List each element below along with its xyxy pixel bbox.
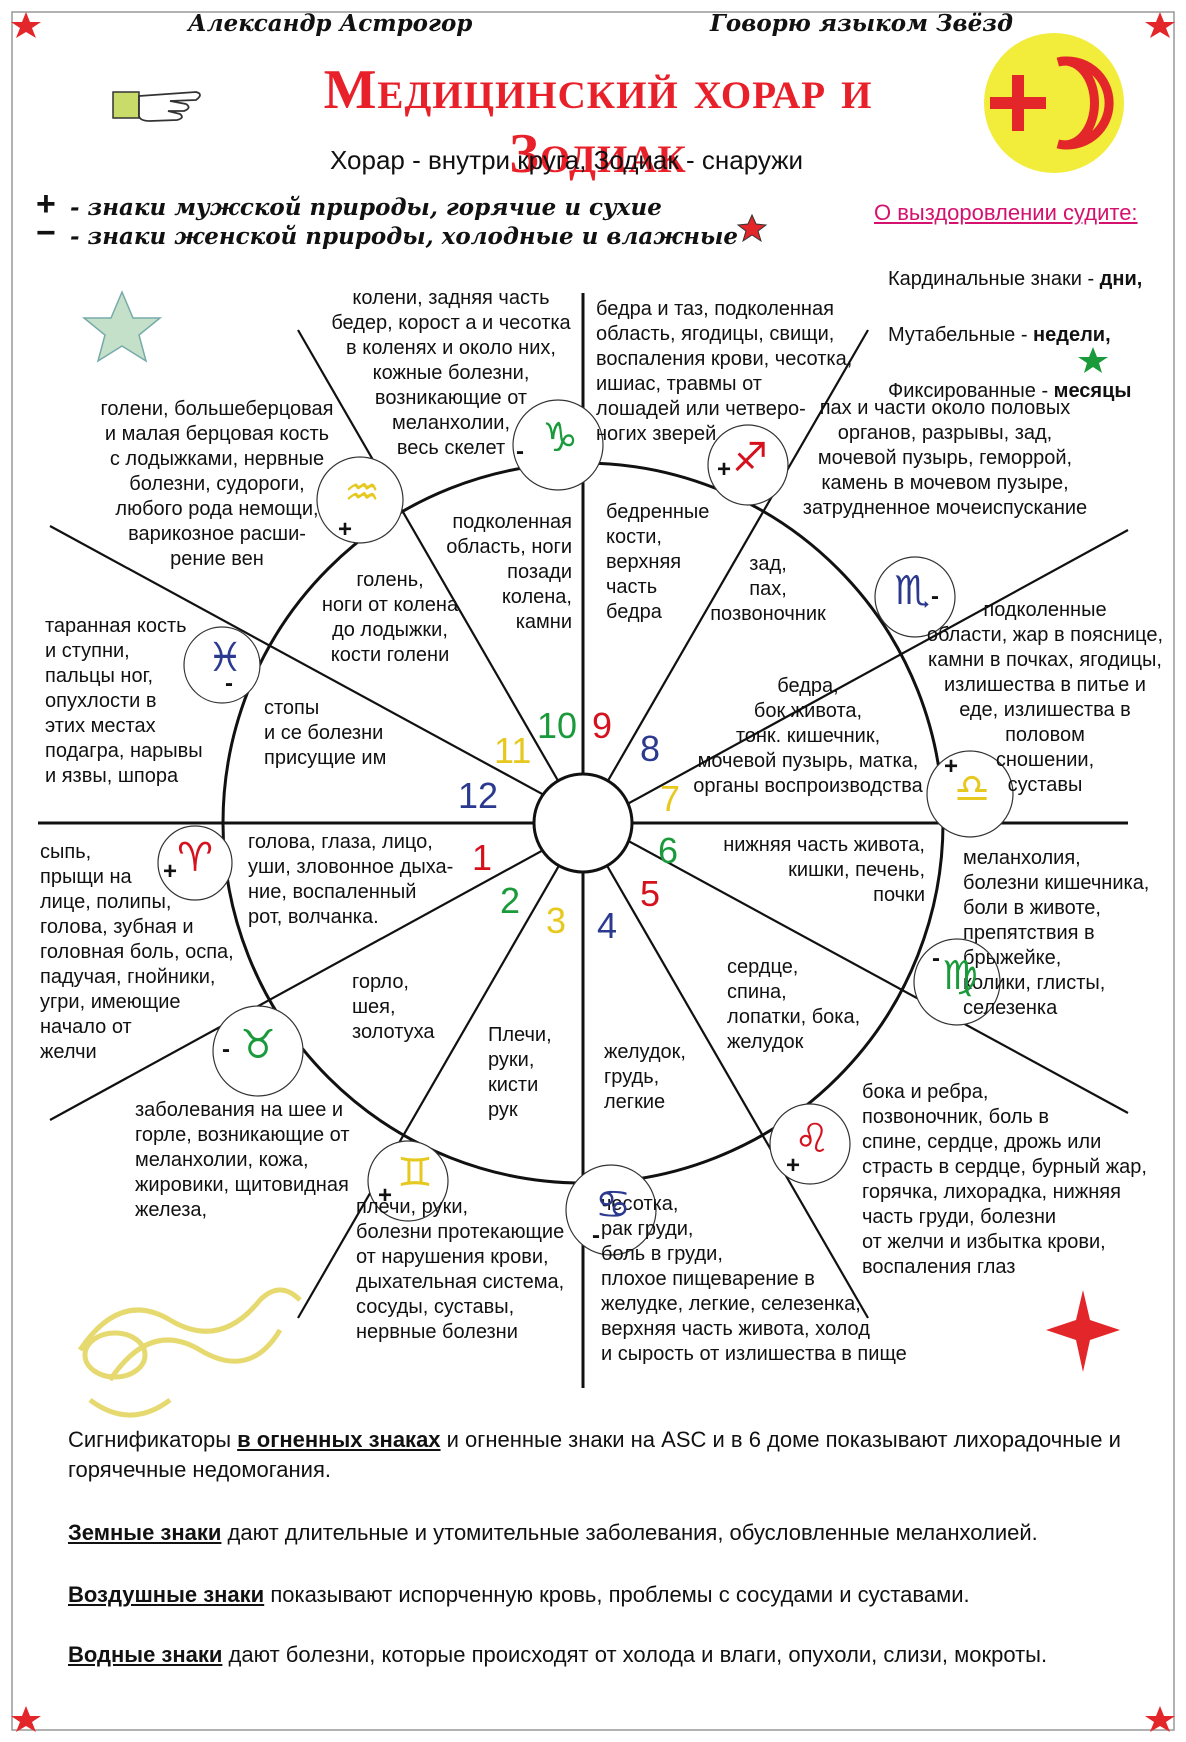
page-subtitle: Хорар - внутри круга, Зодиак - снаружи xyxy=(330,145,804,175)
wheel-center xyxy=(532,772,634,874)
house-text-1: голова, глаза, лицо, уши, зловонное дыха… xyxy=(248,831,454,928)
sign-text-capricorn: колени, задняя часть бедер, корост а и ч… xyxy=(331,287,571,459)
sign-text-leo: бока и ребра, позвоночник, боль в спине,… xyxy=(862,1081,1147,1278)
taurus-icon: ♉ xyxy=(240,1022,276,1068)
footer-air: Воздушные знаки показывают испорченную к… xyxy=(68,1582,970,1607)
leo-polarity: + xyxy=(786,1152,801,1179)
sign-text-cancer: чесотка, рак груди, боль в груди, плохое… xyxy=(601,1193,907,1365)
pointing-hand-icon xyxy=(112,91,201,122)
footer-fire: Сигнификаторы в огненных знаках и огненн… xyxy=(68,1427,1121,1482)
series-name: Говорю языком Звёзд xyxy=(710,10,1013,37)
house-number-3: 3 xyxy=(546,900,567,941)
taurus-polarity: - xyxy=(222,1036,230,1063)
house-text-9: бедренные кости, верхняя часть бедра xyxy=(606,501,710,623)
sign-text-aquarius: голени, большеберцовая и малая берцовая … xyxy=(100,398,334,570)
scorpio-polarity: - xyxy=(931,583,939,610)
house-number-1: 1 xyxy=(472,837,493,878)
libra-icon: ♎ xyxy=(954,766,990,812)
gemini-polarity: + xyxy=(378,1182,393,1209)
libra-polarity: + xyxy=(944,753,959,780)
house-text-2: горло, шея, золотуха xyxy=(352,971,435,1043)
corner-stars xyxy=(11,12,1175,1732)
author-name: Александр Астрогор xyxy=(188,10,473,37)
sign-badges xyxy=(157,399,1014,1256)
house-number-5: 5 xyxy=(640,873,661,914)
sign-text-taurus: заболевания на шее и горле, возникающие … xyxy=(135,1099,350,1221)
capricorn-polarity: - xyxy=(516,438,524,465)
sign-text-aries: сыпь, прыщи на лице, полипы, голова, зуб… xyxy=(40,841,234,1063)
capricorn-icon: ♑ xyxy=(542,415,578,461)
house-text-5: сердце, спина, лопатки, бока, желудок xyxy=(727,956,861,1053)
pisces-polarity: - xyxy=(225,670,233,697)
sign-text-virgo: меланхолия, болезни кишечника, боли в жи… xyxy=(963,847,1150,1019)
decorative-star-icon xyxy=(1078,347,1108,373)
aries-polarity: + xyxy=(163,858,178,885)
house-number-11: 11 xyxy=(494,730,532,771)
footer-water: Водные знаки дают болезни, которые проис… xyxy=(68,1642,1048,1667)
house-number-10: 10 xyxy=(537,705,578,746)
house-number-2: 2 xyxy=(500,880,521,921)
house-text-8: зад, пах, позвоночник xyxy=(710,553,826,625)
decorative-star-icon xyxy=(736,213,768,243)
house-number-6: 6 xyxy=(658,830,679,871)
house-text-6: нижняя часть живота, кишки, печень, почк… xyxy=(723,834,925,906)
house-text-4: желудок, грудь, легкие xyxy=(604,1041,686,1113)
sign-text-libra: подколенные области, жар в пояснице, кам… xyxy=(926,599,1164,796)
corner-star-icon xyxy=(1145,12,1175,38)
page-frame xyxy=(11,11,1175,1731)
decorative-star-icon xyxy=(81,290,163,363)
legend-plus: + - знаки мужской природы, горячие и сухи… xyxy=(36,185,662,224)
house-text-3: Плечи, руки, кисти рук xyxy=(488,1024,552,1121)
house-text-7: бедра, бок живота, тонк. кишечник, мочев… xyxy=(693,675,923,797)
recovery-item: Кардинальные знаки - дни, xyxy=(888,268,1143,290)
plus-icon: + xyxy=(36,185,56,223)
corner-star-icon xyxy=(11,1706,41,1732)
minus-icon: − xyxy=(36,214,56,252)
legend-plus-text: - знаки мужской природы, горячие и сухие xyxy=(70,194,662,221)
recovery-list: Кардинальные знаки - дни, Мутабельные - … xyxy=(888,237,1142,433)
sign-text-scorpio: пах и части около половых органов, разры… xyxy=(802,397,1088,519)
corner-star-icon xyxy=(1145,1706,1175,1732)
house-number-4: 4 xyxy=(597,905,618,946)
legend-minus: − - знаки женской природы, холодные и вла… xyxy=(36,214,738,253)
house-number-8: 8 xyxy=(640,728,661,769)
pisces-icon: ♓ xyxy=(207,635,243,681)
cancer-polarity: - xyxy=(592,1222,600,1249)
sign-text-sagittarius: бедра и таз, подколенная область, ягодиц… xyxy=(596,298,853,445)
decorative-star-icon xyxy=(1046,1290,1120,1372)
sagittarius-icon: ♐ xyxy=(732,435,768,481)
recovery-title: О выздоровлении судите: xyxy=(874,200,1138,225)
leo-icon: ♌ xyxy=(794,1116,830,1162)
house-text-11: голень, ноги от колена до лодыжки, кости… xyxy=(321,569,459,666)
aquarius-polarity: + xyxy=(338,516,353,543)
house-text-12: стопы и се болезни присущие им xyxy=(264,697,387,769)
aries-icon: ♈ xyxy=(177,835,213,881)
ornament-icon xyxy=(77,1287,302,1418)
virgo-polarity: - xyxy=(932,945,940,972)
page-title: Медицинский хорар и Зодиак xyxy=(323,59,873,185)
cancer-icon: ♋ xyxy=(595,1182,631,1228)
sign-text-gemini: плечи, руки, болезни протекающие от нару… xyxy=(356,1196,565,1343)
footer-earth: Земные знаки дают длительные и утомитель… xyxy=(68,1520,1038,1545)
house-number-12: 12 xyxy=(458,775,499,816)
house-text-10: подколенная область, ноги позади колена,… xyxy=(446,511,572,633)
sagittarius-polarity: + xyxy=(717,456,732,483)
corner-star-icon xyxy=(11,12,41,38)
scorpio-icon: ♏ xyxy=(894,568,930,614)
legend-minus-text: - знаки женской природы, холодные и влаж… xyxy=(70,223,739,250)
recovery-item: Мутабельные - недели, xyxy=(888,324,1111,346)
sign-text-pisces: таранная кость и ступни, пальцы ног, опу… xyxy=(45,615,203,787)
emblem-icon xyxy=(984,33,1124,173)
aquarius-icon: ♒ xyxy=(344,470,380,516)
house-number-9: 9 xyxy=(592,705,613,746)
virgo-icon: ♍ xyxy=(942,953,978,999)
recovery-item: Фиксированные - месяцы xyxy=(888,380,1132,402)
house-number-7: 7 xyxy=(660,778,681,819)
gemini-icon: ♊ xyxy=(397,1150,433,1196)
